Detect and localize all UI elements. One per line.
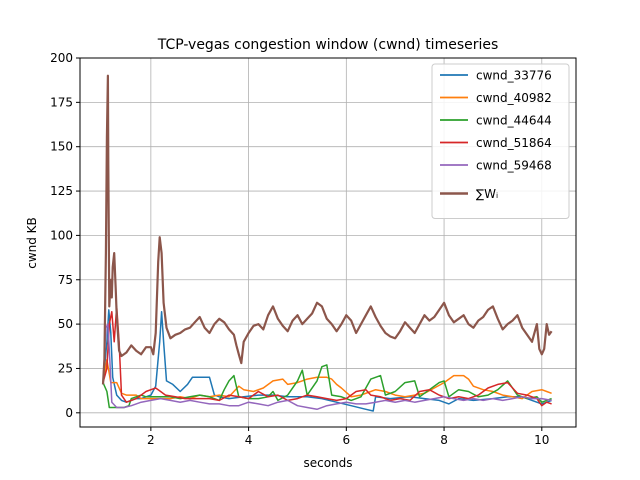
- y-tick-label-2: 50: [58, 317, 73, 331]
- y-tick-label-7: 175: [50, 95, 73, 109]
- y-tick-label-4: 100: [50, 228, 73, 242]
- y-tick-label-1: 25: [58, 361, 73, 375]
- y-tick-label-5: 125: [50, 184, 73, 198]
- series-line-3: [102, 305, 552, 407]
- legend-label-1: cwnd_40982: [476, 91, 552, 105]
- series-line-1: [102, 358, 552, 400]
- y-axis-label: cwnd KB: [25, 217, 39, 269]
- x-tick-label-0: 2: [147, 433, 155, 447]
- y-tick-label-6: 150: [50, 140, 73, 154]
- legend-label-4: cwnd_59468: [476, 159, 552, 173]
- series-line-4: [102, 323, 552, 411]
- x-tick-label-2: 6: [343, 433, 351, 447]
- x-tick-label-4: 10: [534, 433, 549, 447]
- legend-label-3: cwnd_51864: [476, 136, 552, 150]
- chart-title: TCP-vegas congestion window (cwnd) times…: [157, 37, 499, 53]
- x-tick-label-3: 8: [440, 433, 448, 447]
- legend-box: [431, 63, 570, 219]
- legend-label-5: ∑Wᵢ: [476, 187, 498, 201]
- x-tick-label-1: 4: [245, 433, 253, 447]
- legend-label-0: cwnd_33776: [476, 69, 552, 83]
- y-tick-label-8: 200: [50, 51, 73, 65]
- y-tick-label-0: 0: [65, 406, 73, 420]
- series-line-5: [101, 74, 553, 385]
- series-lines: [101, 74, 553, 412]
- plot-frame: [79, 57, 577, 428]
- y-tick-label-3: 75: [58, 273, 73, 287]
- legend: cwnd_33776 cwnd_40982 cwnd_44644 cwnd_51864…: [431, 63, 570, 219]
- x-axis-label: seconds: [303, 456, 352, 470]
- legend-label-2: cwnd_44644: [476, 114, 552, 128]
